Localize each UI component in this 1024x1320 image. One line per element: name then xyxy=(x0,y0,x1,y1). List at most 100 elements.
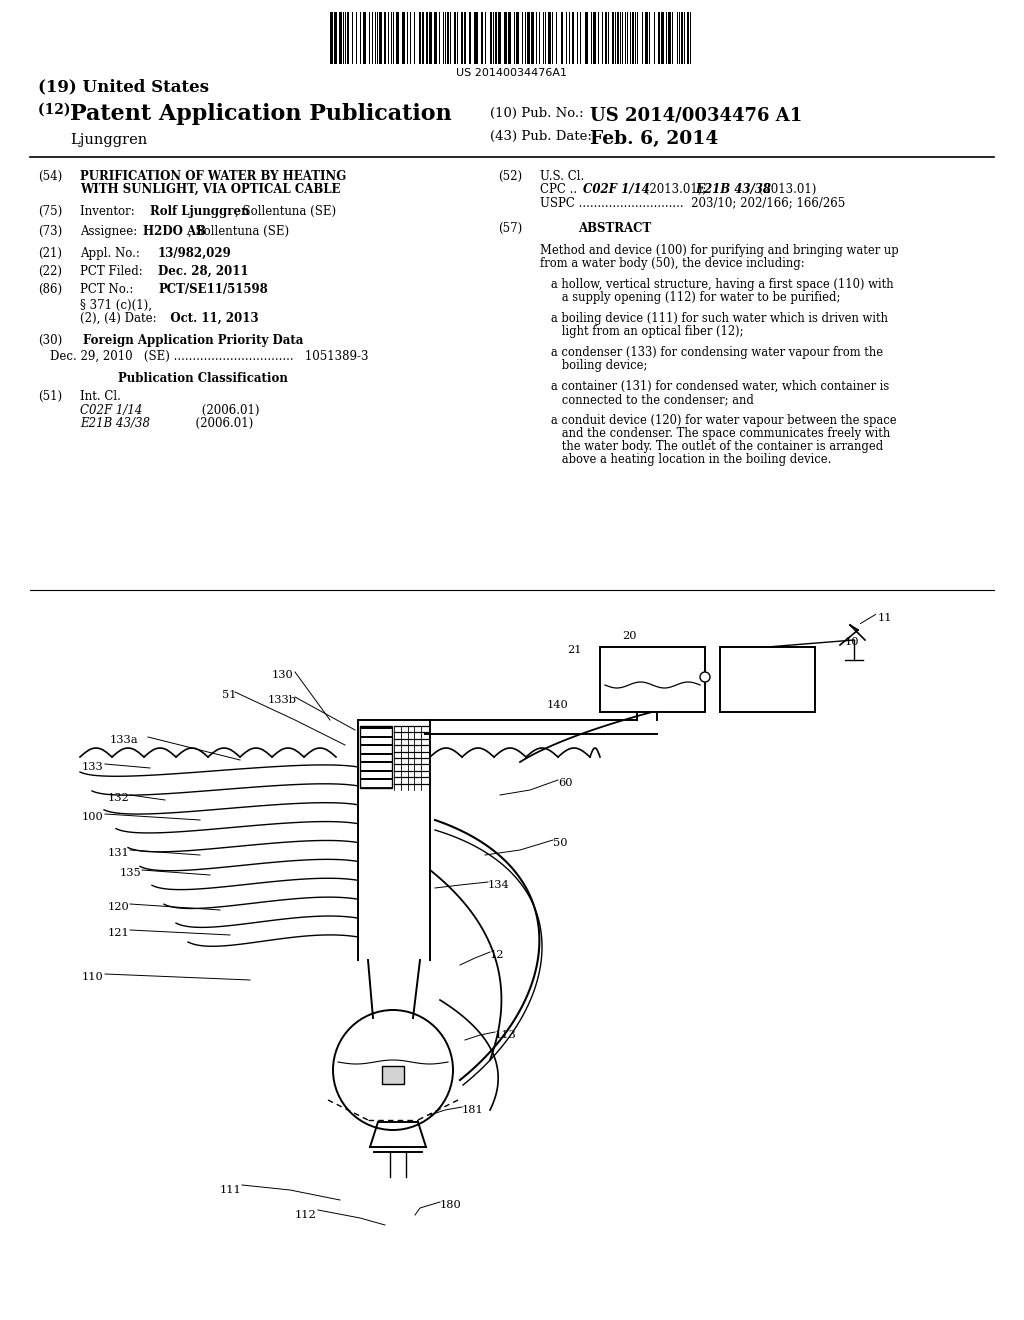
Text: 11: 11 xyxy=(878,612,893,623)
Bar xyxy=(653,12,654,63)
Text: Ljunggren: Ljunggren xyxy=(70,133,147,147)
Bar xyxy=(546,12,547,63)
Bar xyxy=(531,12,535,63)
Bar xyxy=(679,12,680,63)
Text: 110: 110 xyxy=(82,972,103,982)
Bar xyxy=(377,12,378,63)
Bar xyxy=(446,12,450,63)
Bar xyxy=(581,12,582,63)
Text: U.S. Cl.: U.S. Cl. xyxy=(540,170,585,183)
Bar xyxy=(666,12,667,63)
Bar xyxy=(598,12,599,63)
Text: ABSTRACT: ABSTRACT xyxy=(578,222,651,235)
Text: Publication Classification: Publication Classification xyxy=(118,372,288,385)
Bar xyxy=(516,12,519,63)
Bar xyxy=(395,12,399,63)
Bar xyxy=(637,12,638,63)
Bar xyxy=(474,12,477,63)
Bar xyxy=(662,12,665,63)
Text: (10) Pub. No.:: (10) Pub. No.: xyxy=(490,107,584,120)
Bar xyxy=(630,12,631,63)
Bar xyxy=(469,12,471,63)
Text: (21): (21) xyxy=(38,247,62,260)
Text: 121: 121 xyxy=(108,928,130,939)
Bar xyxy=(352,12,353,63)
Text: C02F 1/14: C02F 1/14 xyxy=(583,183,650,195)
Bar xyxy=(552,12,553,63)
Text: 133a: 133a xyxy=(110,735,138,744)
Bar xyxy=(668,12,671,63)
Text: (52): (52) xyxy=(498,170,522,183)
Bar xyxy=(345,12,346,63)
Bar xyxy=(410,12,411,63)
Text: PURIFICATION OF WATER BY HEATING: PURIFICATION OF WATER BY HEATING xyxy=(80,170,346,183)
Bar xyxy=(622,12,623,63)
Bar xyxy=(591,12,592,63)
Bar xyxy=(504,12,507,63)
Text: 120: 120 xyxy=(108,902,130,912)
Text: E21B 43/38: E21B 43/38 xyxy=(695,183,771,195)
Bar xyxy=(585,12,588,63)
Text: Assignee:: Assignee: xyxy=(80,224,144,238)
Bar xyxy=(625,12,627,63)
Bar xyxy=(370,12,371,63)
Text: , Sollentuna (SE): , Sollentuna (SE) xyxy=(188,224,289,238)
Text: boiling device;: boiling device; xyxy=(540,359,647,372)
Text: from a water body (50), the device including:: from a water body (50), the device inclu… xyxy=(540,257,805,271)
Bar xyxy=(451,12,452,63)
Bar xyxy=(499,12,501,63)
Text: PCT/SE11/51598: PCT/SE11/51598 xyxy=(158,282,267,296)
Text: 51: 51 xyxy=(222,690,237,700)
Bar xyxy=(454,12,456,63)
Text: (51): (51) xyxy=(38,389,62,403)
Bar xyxy=(485,12,486,63)
Bar xyxy=(347,12,348,63)
Text: 20: 20 xyxy=(622,631,637,642)
Bar xyxy=(684,12,685,63)
Text: CPC ..: CPC .. xyxy=(540,183,585,195)
Bar xyxy=(602,12,603,63)
Text: (57): (57) xyxy=(498,222,522,235)
Bar xyxy=(594,12,596,63)
Bar xyxy=(495,12,498,63)
Bar xyxy=(524,12,525,63)
Bar xyxy=(382,1067,404,1084)
Bar xyxy=(439,12,440,63)
Text: the water body. The outlet of the container is arranged: the water body. The outlet of the contai… xyxy=(540,440,884,453)
Bar xyxy=(536,12,537,63)
Bar xyxy=(658,12,660,63)
Bar xyxy=(493,12,494,63)
Bar xyxy=(442,12,443,63)
Bar xyxy=(620,12,621,63)
Bar xyxy=(335,12,337,63)
Text: 133: 133 xyxy=(82,762,103,772)
Bar xyxy=(407,12,408,63)
Bar xyxy=(539,12,540,63)
Text: a conduit device (120) for water vapour between the space: a conduit device (120) for water vapour … xyxy=(540,414,897,426)
Bar xyxy=(330,12,333,63)
Text: (73): (73) xyxy=(38,224,62,238)
Bar xyxy=(391,12,392,63)
Text: 10: 10 xyxy=(845,638,859,647)
Text: Feb. 6, 2014: Feb. 6, 2014 xyxy=(590,129,719,148)
Bar xyxy=(543,12,544,63)
Bar xyxy=(548,12,551,63)
Text: (2), (4) Date:: (2), (4) Date: xyxy=(80,312,157,325)
Text: 21: 21 xyxy=(567,645,582,655)
Text: PCT No.:: PCT No.: xyxy=(80,282,153,296)
Text: (54): (54) xyxy=(38,170,62,183)
Text: H2DO AB: H2DO AB xyxy=(143,224,206,238)
Bar xyxy=(687,12,688,63)
Bar xyxy=(384,12,386,63)
Text: 133b: 133b xyxy=(268,696,297,705)
Bar xyxy=(339,12,342,63)
Text: a container (131) for condensed water, which container is: a container (131) for condensed water, w… xyxy=(540,380,889,393)
Text: 100: 100 xyxy=(82,812,103,822)
Bar xyxy=(426,12,428,63)
Text: Dec. 28, 2011: Dec. 28, 2011 xyxy=(158,265,249,279)
Text: Int. Cl.: Int. Cl. xyxy=(80,389,121,403)
Bar xyxy=(434,12,437,63)
Text: (43) Pub. Date:: (43) Pub. Date: xyxy=(490,129,592,143)
Text: (12): (12) xyxy=(38,103,76,117)
Text: 140: 140 xyxy=(547,700,568,710)
